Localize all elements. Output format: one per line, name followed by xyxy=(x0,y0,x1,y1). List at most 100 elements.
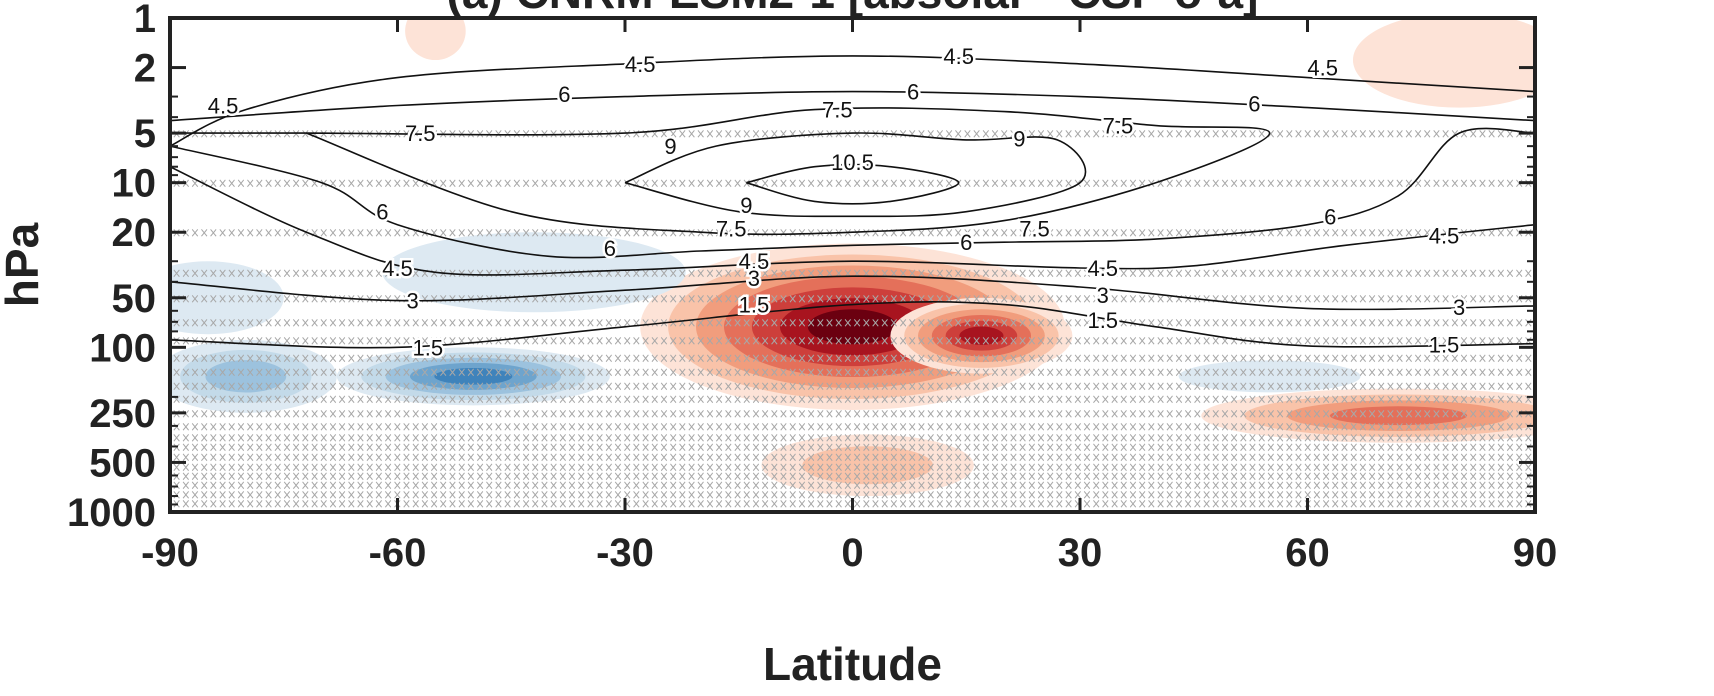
anomaly-region-negative xyxy=(170,339,337,413)
hatch-row: ××××××××××××××××××××××××××××××××××××××××… xyxy=(172,127,1533,142)
hatch-row: ××××××××××××××××××××××××××××××××××××××××… xyxy=(172,407,1533,422)
y-tick-label: 20 xyxy=(112,211,157,255)
contour-line-4.5 xyxy=(170,55,1535,147)
contour-line-9 xyxy=(624,132,1087,218)
contour-label: 4.5 xyxy=(739,249,770,274)
significance-hatching-layer: ××××××××××××××××××××××××××××××××××××××××… xyxy=(172,127,1533,512)
contour-label: 7.5 xyxy=(405,121,436,146)
anomaly-band xyxy=(959,326,1004,345)
anomaly-region-positive xyxy=(761,434,974,497)
y-tick-label: 10 xyxy=(112,162,157,206)
contour-label: 6 xyxy=(1324,204,1336,229)
y-axis-title: hPa xyxy=(0,222,48,307)
anomaly-region-positive xyxy=(890,297,1073,374)
anomaly-band xyxy=(205,360,287,393)
anomaly-region-negative xyxy=(1178,360,1361,393)
anomaly-region-positive xyxy=(1201,388,1535,443)
contour-label: 9 xyxy=(664,134,676,159)
contour-label: 6 xyxy=(1248,91,1260,116)
contour-label: 9 xyxy=(740,193,752,218)
contour-label: 4.5 xyxy=(208,94,239,119)
x-tick-label: -90 xyxy=(141,531,199,575)
hatch-row: ××××××××××××××××××××××××××××××××××××××××… xyxy=(172,450,1533,465)
anomaly-band xyxy=(170,261,284,335)
y-tick-label: 500 xyxy=(89,441,156,485)
anomaly-band xyxy=(802,446,933,485)
hatch-row: ××××××××××××××××××××××××××××××××××××××××… xyxy=(172,292,1533,307)
hatch-row: ××××××××××××××××××××××××××××××××××××××××… xyxy=(172,351,1533,366)
x-tick-label: 60 xyxy=(1285,531,1330,575)
hatch-row: ××××××××××××××××××××××××××××××××××××××××… xyxy=(172,440,1533,455)
contour-label: 9 xyxy=(1013,127,1025,152)
y-tick-label: 1 xyxy=(134,0,156,41)
hatch-row: ××××××××××××××××××××××××××××××××××××××××… xyxy=(172,334,1533,349)
contour-label: 3 xyxy=(407,289,419,314)
anomaly-region-negative xyxy=(170,261,284,335)
anomaly-band xyxy=(382,232,686,313)
contour-line-3 xyxy=(170,275,1535,311)
anomaly-region-positive xyxy=(1352,18,1535,108)
axes-layer: -90 -60 -30 0 30 60 90 1 2 5 10 20 50 100 250 500 1000 xyxy=(67,0,1557,575)
contour-label: 6 xyxy=(376,200,388,225)
hatch-row: ××××××××××××××××××××××××××××××××××××××××… xyxy=(172,469,1533,484)
contour-label: 3 xyxy=(1097,283,1109,308)
x-tick-label: 30 xyxy=(1058,531,1103,575)
anomaly-region-negative xyxy=(336,347,610,406)
contour-label: 7.5 xyxy=(822,98,853,123)
contour-label: 4.5 xyxy=(1429,224,1460,249)
contour-label: 6 xyxy=(558,82,570,107)
contour-label: 7.5 xyxy=(716,217,747,242)
hatch-row: ××××××××××××××××××××××××××××××××××××××××… xyxy=(172,420,1533,435)
contour-label: 4.5 xyxy=(1087,256,1118,281)
contour-line-7.5 xyxy=(170,107,1271,236)
hatch-row: ××××××××××××××××××××××××××××××××××××××××… xyxy=(172,177,1533,192)
anomaly-band xyxy=(1178,360,1361,393)
x-tick-label: -60 xyxy=(369,531,427,575)
contour-line-1.5 xyxy=(170,301,1535,349)
hatch-row: ××××××××××××××××××××××××××××××××××××××××… xyxy=(172,379,1533,394)
y-tick-label: 100 xyxy=(89,326,156,370)
contour-label: 3 xyxy=(748,266,760,291)
hatch-row: ××××××××××××××××××××××××××××××××××××××××… xyxy=(172,461,1533,476)
contour-line-layer: 10.59 997.57.57.57.5 7.566 666 6 64.54.5 4.5 4.… xyxy=(170,41,1535,363)
contour-label: 1.5 xyxy=(413,335,444,360)
hatch-row: ××××××××××××××××××××××××××××××××××××××××… xyxy=(172,266,1533,281)
hatch-row: ××××××××××××××××××××××××××××××××××××××××… xyxy=(172,431,1533,446)
contour-label: 6 xyxy=(907,80,919,105)
chart-title: (a) CNRM-ESM2-1 [absolar - CSP o-a] xyxy=(447,0,1259,18)
anomaly-band xyxy=(1329,406,1468,426)
contour-line-6 xyxy=(170,90,1535,122)
contour-label: 1.5 xyxy=(1087,308,1118,333)
anomaly-band xyxy=(405,18,466,61)
anomaly-band xyxy=(434,368,513,385)
contour-label: 4.5 xyxy=(382,256,413,281)
contour-label: 4.5 xyxy=(1307,56,1338,81)
contour-label: 7.5 xyxy=(1019,217,1050,242)
hatch-row: ××××××××××××××××××××××××××××××××××××××××… xyxy=(172,316,1533,331)
x-tick-label: 90 xyxy=(1513,531,1558,575)
contour-line-4.5 xyxy=(170,165,1535,276)
anomaly-region-negative xyxy=(382,232,686,313)
contour-label: 3 xyxy=(1453,295,1465,320)
anomaly-band xyxy=(807,309,898,345)
contour-line-10.5 xyxy=(746,163,960,205)
x-axis-title: Latitude xyxy=(763,638,942,690)
hatch-row: ××××××××××××××××××××××××××××××××××××××××… xyxy=(172,478,1533,493)
y-tick-label: 5 xyxy=(134,112,156,156)
contour-label: 10.5 xyxy=(831,150,874,175)
anomaly-region-positive xyxy=(405,18,466,61)
y-tick-label: 50 xyxy=(112,277,157,321)
anomaly-fill-layer xyxy=(170,18,1535,497)
hatch-row: ××××××××××××××××××××××××××××××××××××××××… xyxy=(172,365,1533,380)
contour-line-6 xyxy=(170,127,1535,259)
y-tick-label: 250 xyxy=(89,392,156,436)
contour-label: 6 xyxy=(960,230,972,255)
y-tick-label: 2 xyxy=(134,47,156,91)
y-tick-label: 1000 xyxy=(67,491,156,535)
contour-label: 1.5 xyxy=(1429,332,1460,357)
contour-label: 7.5 xyxy=(1103,114,1134,139)
contour-label: 6 xyxy=(604,236,616,261)
contour-label: 4.5 xyxy=(943,44,974,69)
anomaly-band xyxy=(1352,18,1535,108)
